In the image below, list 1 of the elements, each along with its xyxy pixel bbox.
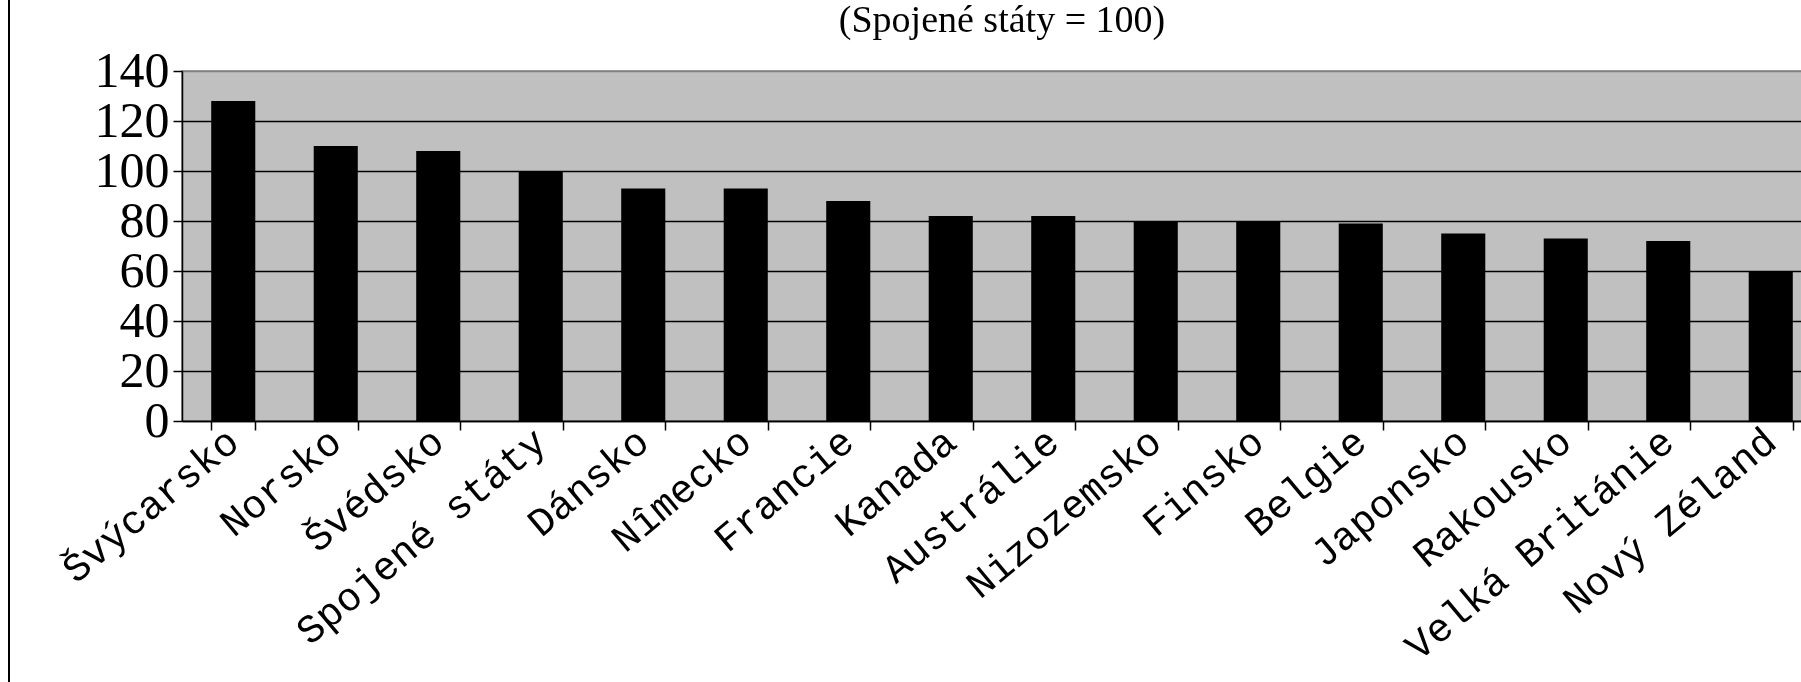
chart-title: (Spojené státy = 100): [838, 0, 1166, 41]
